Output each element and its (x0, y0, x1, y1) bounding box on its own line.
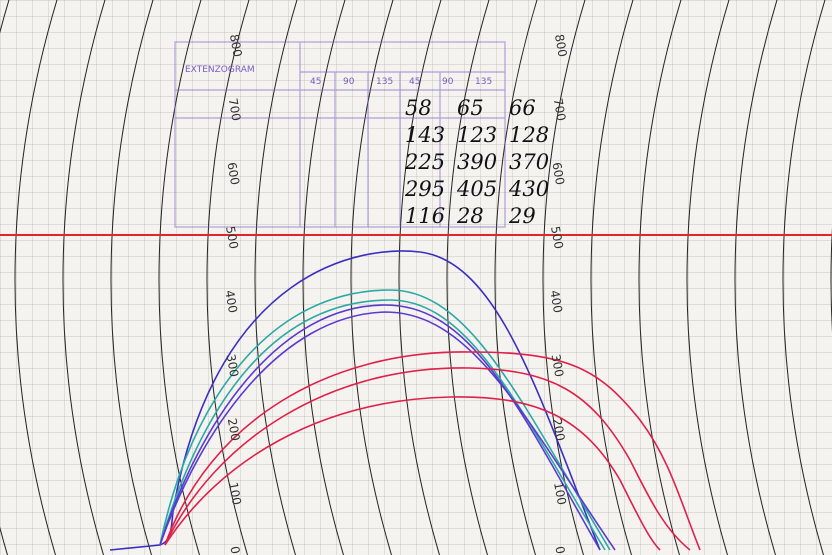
scale-label: 600 (224, 161, 242, 186)
arc-line (686, 0, 730, 555)
handwritten-number: 390 (457, 150, 497, 174)
text-layer: 800 700 600 500 400 300 200 100 0 800 700 600 500 400… (222, 33, 569, 555)
arc-line (206, 0, 250, 555)
scale-label: 700 (226, 97, 244, 122)
scale-label: 100 (226, 481, 244, 506)
arc-line (110, 0, 154, 555)
curves (109, 250, 701, 551)
scale-label: 500 (223, 225, 241, 250)
scale-label: 200 (550, 417, 568, 442)
handwritten-number: 58 (405, 96, 432, 120)
scale-label: 700 (551, 97, 569, 122)
arc-line (350, 0, 394, 555)
handwritten-number: 29 (508, 204, 536, 228)
arc-line (638, 0, 682, 555)
scale-label: 600 (549, 161, 567, 186)
handwritten-number: 370 (509, 150, 549, 174)
handwritten-number: 430 (508, 177, 549, 201)
scale-label: 400 (222, 289, 240, 314)
stamp-column: 90 (442, 77, 454, 87)
handwritten-number: 143 (405, 123, 445, 147)
stamp-box (174, 41, 506, 228)
handwritten-number: 116 (405, 204, 445, 228)
arc-line (254, 0, 298, 555)
scale-label: 0 (552, 545, 567, 555)
arc-line (830, 228, 832, 332)
stamp-column: 45 (409, 77, 420, 87)
scale-label: 0 (227, 545, 242, 555)
scale-label: 500 (548, 225, 566, 250)
handwritten-number: 405 (456, 177, 497, 201)
stamp-title: EXTENZOGRAM (185, 65, 255, 75)
handwritten-number: 123 (457, 123, 497, 147)
stamp-column: 135 (475, 77, 492, 87)
arc-line (782, 0, 826, 555)
stamp-column: 135 (376, 77, 393, 87)
stamp-column: 90 (343, 77, 355, 87)
arc-line (398, 0, 442, 555)
arc-line (590, 0, 634, 555)
arc-line (14, 0, 58, 555)
scale-label: 800 (552, 33, 570, 58)
scale-label: 300 (549, 353, 567, 378)
scale-label: 200 (225, 417, 243, 442)
arc-line (446, 0, 490, 555)
stamp-column: 45 (310, 77, 321, 87)
arc-line (494, 0, 538, 555)
arc-line (734, 0, 778, 555)
scale-label: 400 (547, 289, 565, 314)
handwritten-number: 66 (509, 96, 536, 120)
handwritten-number: 225 (404, 150, 445, 174)
handwritten-number: 295 (404, 177, 445, 201)
handwritten-number: 28 (456, 204, 484, 228)
handwritten-number: 128 (509, 123, 549, 147)
scale-label: 800 (227, 33, 245, 58)
scale-label: 300 (224, 353, 242, 378)
arc-line (62, 0, 106, 555)
scale-label: 100 (551, 481, 569, 506)
handwritten-number: 65 (457, 96, 484, 120)
